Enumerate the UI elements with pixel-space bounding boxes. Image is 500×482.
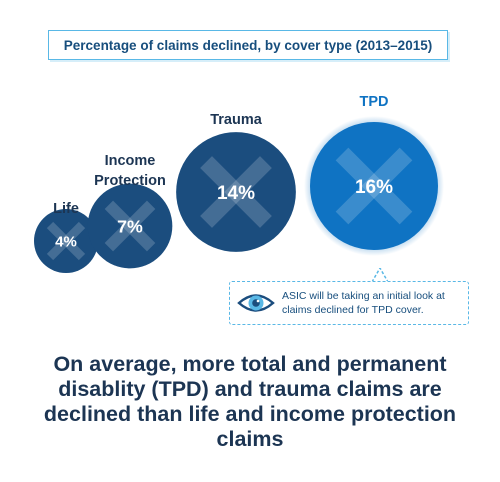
declined-x-icon xyxy=(104,200,156,252)
bubble-trauma xyxy=(176,132,296,252)
bubble-income-protection xyxy=(87,183,173,269)
callout-pointer xyxy=(372,268,388,282)
declined-x-icon xyxy=(46,221,86,261)
category-label-income-protection: Protection xyxy=(94,173,166,189)
headline: On average, more total and permanent dis… xyxy=(43,352,457,451)
category-label-tpd: TPD xyxy=(360,94,389,110)
tpd-callout: ASIC will be taking an initial look at c… xyxy=(229,281,469,325)
chart-title: Percentage of claims declined, by cover … xyxy=(48,30,448,60)
declined-x-icon xyxy=(335,147,413,225)
value-label-life: 4% xyxy=(55,233,77,250)
category-label-life: Life xyxy=(53,201,79,217)
value-label-trauma: 14% xyxy=(217,183,255,204)
value-label-tpd: 16% xyxy=(355,177,393,198)
category-label-trauma: Trauma xyxy=(210,112,263,128)
callout-text: ASIC will be taking an initial look at c… xyxy=(282,290,445,316)
bubble-life xyxy=(34,209,98,273)
eye-icon xyxy=(237,294,275,312)
bubble-tpd xyxy=(310,122,438,250)
declined-x-icon xyxy=(200,156,272,228)
category-label-income-protection: Income xyxy=(105,153,156,169)
value-label-income-protection: 7% xyxy=(117,216,143,236)
